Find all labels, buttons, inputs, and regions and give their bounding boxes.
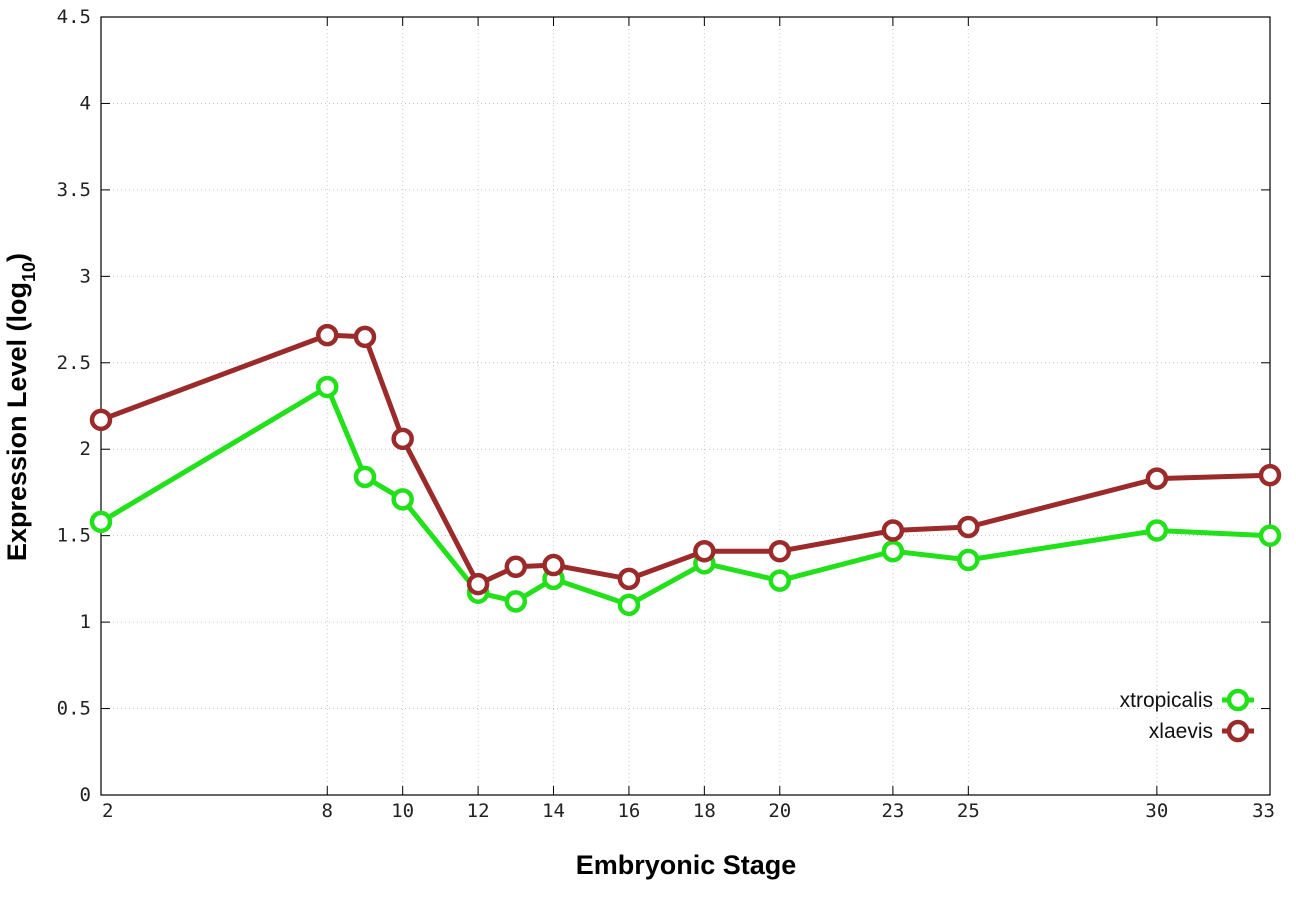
x-tick-label: 2 xyxy=(102,800,113,822)
y-tick-label: 4 xyxy=(80,92,91,114)
y-tick-label: 1.5 xyxy=(57,525,91,547)
y-axis-title-subscript: 10 xyxy=(19,262,39,282)
x-tick-label: 16 xyxy=(617,800,640,822)
x-tick-label: 20 xyxy=(768,800,791,822)
y-tick-label: 4.5 xyxy=(57,6,91,28)
data-point-xtropicalis xyxy=(1145,519,1169,542)
plot-frame xyxy=(100,16,1271,796)
data-point-xlaevis xyxy=(957,515,980,539)
y-tick-label: 2.5 xyxy=(57,352,91,374)
y-tick-label: 2 xyxy=(80,438,91,460)
data-point-xtropicalis xyxy=(1258,524,1282,547)
data-point-xtropicalis xyxy=(768,569,792,592)
data-point-xlaevis xyxy=(1145,467,1169,490)
x-tick-label: 23 xyxy=(881,800,904,822)
data-point-xlaevis xyxy=(881,519,905,542)
y-tick-label: 3 xyxy=(80,265,91,287)
plot-border xyxy=(100,16,1271,796)
x-tick-label: 8 xyxy=(322,800,333,822)
legend-marker-xtropicalis xyxy=(1226,688,1250,712)
x-axis-title: Embryonic Stage xyxy=(576,850,797,880)
legend: xtropicalis xlaevis xyxy=(1120,688,1254,743)
y-tick-label: 1 xyxy=(80,611,91,633)
legend-marker-xlaevis xyxy=(1226,719,1250,743)
grid xyxy=(101,17,1270,795)
x-tick-label: 10 xyxy=(391,800,414,822)
axis-ticks: 0 0.5 1 1.5 2 2.5 3 3.5 4 4.5 2 8 10 12 14 16 18 20 23 25 30… xyxy=(57,6,1275,822)
data-point-xtropicalis xyxy=(316,375,339,399)
x-tick-label: 12 xyxy=(467,800,490,822)
y-axis-title: Expression Level (log10) xyxy=(2,253,39,561)
data-point-xtropicalis xyxy=(957,548,980,572)
data-point-xtropicalis xyxy=(391,488,414,511)
x-tick-label: 33 xyxy=(1252,800,1275,822)
y-tick-label: 3.5 xyxy=(57,179,91,201)
x-tick-label: 25 xyxy=(957,800,980,822)
data-point-xlaevis xyxy=(504,555,528,579)
data-point-xlaevis xyxy=(1258,463,1282,487)
data-point-xtropicalis xyxy=(504,590,528,613)
data-point-xlaevis xyxy=(391,427,414,451)
data-point-xlaevis xyxy=(466,572,490,596)
x-tick-label: 18 xyxy=(693,800,716,822)
y-axis-title-close: ) xyxy=(2,253,32,262)
data-point-xlaevis xyxy=(353,325,377,349)
data-point-xtropicalis xyxy=(617,593,641,617)
y-tick-label: 0.5 xyxy=(57,698,91,720)
data-point-xlaevis xyxy=(316,323,339,347)
data-point-xtropicalis xyxy=(89,510,113,534)
x-tick-label: 30 xyxy=(1145,800,1168,822)
data-point-xlaevis xyxy=(89,408,113,432)
legend-label-xlaevis: xlaevis xyxy=(1149,720,1213,743)
data-series xyxy=(89,323,1282,617)
data-point-xlaevis xyxy=(542,553,565,577)
data-point-xlaevis xyxy=(617,567,641,591)
data-point-xtropicalis xyxy=(881,539,905,563)
data-point-xlaevis xyxy=(768,539,792,563)
data-point-xtropicalis xyxy=(353,465,377,489)
y-tick-label: 0 xyxy=(80,784,91,806)
x-tick-label: 14 xyxy=(542,800,565,822)
legend-label-xtropicalis: xtropicalis xyxy=(1120,689,1213,712)
y-axis-title-main: Expression Level (log xyxy=(2,282,32,561)
data-point-xlaevis xyxy=(693,539,716,563)
series-line-xlaevis xyxy=(100,332,1271,587)
